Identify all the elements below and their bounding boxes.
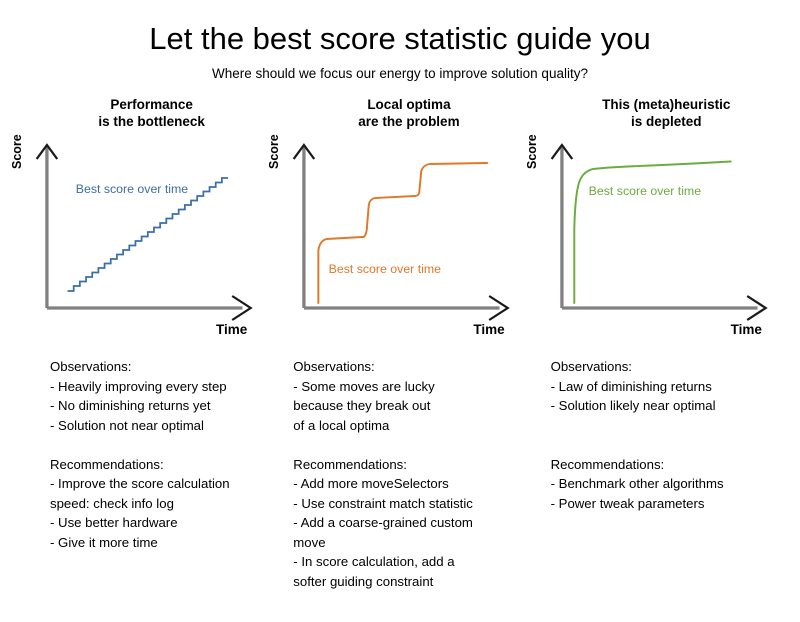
y-axis-arrow-icon: [35, 143, 59, 160]
x-axis-arrow-icon: [488, 295, 511, 322]
chart-heading-line-1: This (meta)heuristic: [602, 97, 731, 113]
recommendation-item: - In score calculation, add a: [293, 554, 455, 570]
series-label-best-score: Best score over time: [76, 182, 189, 196]
recommendation-item: - Benchmark other algorithms: [550, 476, 724, 492]
spacer: [551, 416, 772, 436]
observations-title: Observations:: [550, 359, 632, 375]
series-label-best-score: Best score over time: [588, 184, 701, 198]
x-axis-label: Time: [216, 322, 248, 338]
observation-item: - Solution not near optimal: [50, 417, 204, 433]
observations-title: Observations:: [50, 359, 132, 375]
chart-area-depleted: Score Time Best score over time: [525, 133, 786, 337]
series-label-best-score: Best score over time: [329, 262, 442, 276]
observation-item-continuation: of a local optima: [293, 417, 390, 433]
chart-panel-performance: Performance is the bottleneck Score Time…: [10, 97, 271, 337]
chart-panel-heading: Performance is the bottleneck: [14, 97, 271, 133]
spacer: [293, 435, 514, 455]
chart-area-performance: Score Time Best score over time: [10, 133, 271, 337]
observation-item: - Some moves are lucky: [293, 378, 435, 394]
chart-svg-depleted: Best score over time: [550, 143, 768, 322]
chart-heading-line-2: is the bottleneck: [98, 113, 205, 129]
recommendation-item: - Use constraint match statistic: [293, 495, 473, 511]
chart-area-local-optima: Score Time Best score over time: [267, 133, 528, 337]
observations-title: Observations:: [293, 359, 375, 375]
recommendation-item: - Give it more time: [50, 534, 158, 550]
recommendations-title: Recommendations:: [293, 456, 407, 472]
observation-item: - Law of diminishing returns: [550, 378, 712, 394]
recommendation-item: - Improve the score calculation: [50, 476, 230, 492]
observation-item: - Heavily improving every step: [50, 378, 227, 394]
notes-column-local-optima: Observations: - Some moves are lucky bec…: [271, 357, 528, 591]
y-axis-label: Score: [524, 134, 539, 170]
series-line-best-score: [317, 162, 489, 305]
spacer: [50, 435, 257, 455]
notes-column-depleted: Observations: - Law of diminishing retur…: [529, 357, 786, 591]
notes-column-performance: Observations: - Heavily improving every …: [14, 357, 271, 591]
spacer: [551, 435, 772, 455]
chart-svg-local-optima: Best score over time: [293, 143, 511, 322]
recommendation-item: - Power tweak parameters: [550, 495, 705, 511]
x-axis-arrow-icon: [231, 295, 253, 322]
y-axis-arrow-icon: [550, 143, 573, 160]
chart-panel-local-optima: Local optima are the problem Score Time …: [267, 97, 528, 337]
recommendation-item: - Use better hardware: [50, 515, 178, 531]
x-axis-arrow-icon: [746, 295, 768, 322]
chart-heading-line-2: are the problem: [358, 113, 460, 129]
chart-panel-depleted: This (meta)heuristic is depleted Score T…: [525, 97, 786, 337]
charts-row: Performance is the bottleneck Score Time…: [0, 97, 800, 337]
y-axis-label: Score: [267, 134, 282, 170]
observation-item: - No diminishing returns yet: [50, 398, 211, 414]
observation-item: - Solution likely near optimal: [550, 398, 716, 414]
series-line-best-score: [67, 177, 229, 292]
recommendation-item: - Add more moveSelectors: [293, 476, 449, 492]
chart-heading-line-1: Local optima: [367, 97, 451, 113]
chart-svg-performance: Best score over time: [35, 143, 253, 322]
recommendations-title: Recommendations:: [550, 456, 665, 472]
series-line-best-score: [572, 160, 732, 305]
chart-heading-line-2: is depleted: [630, 113, 702, 129]
chart-panel-heading: This (meta)heuristic is depleted: [529, 97, 786, 133]
y-axis-label: Score: [10, 134, 24, 170]
page-subtitle: Where should we focus our energy to impr…: [212, 66, 588, 82]
recommendation-item-continuation: softer guiding constraint: [293, 573, 434, 589]
recommendations-title: Recommendations:: [50, 456, 164, 472]
notes-row: Observations: - Heavily improving every …: [0, 357, 800, 591]
observation-item-continuation: because they break out: [293, 398, 431, 414]
page-title: Let the best score statistic guide you: [149, 21, 651, 56]
recommendation-item-continuation: move: [293, 534, 326, 550]
recommendation-item-continuation: speed: check info log: [50, 495, 174, 511]
chart-panel-heading: Local optima are the problem: [271, 97, 528, 133]
chart-heading-line-1: Performance: [110, 97, 193, 113]
x-axis-label: Time: [473, 322, 505, 338]
y-axis-arrow-icon: [293, 143, 316, 160]
recommendation-item: - Add a coarse-grained custom: [293, 515, 473, 531]
x-axis-label: Time: [730, 322, 762, 338]
